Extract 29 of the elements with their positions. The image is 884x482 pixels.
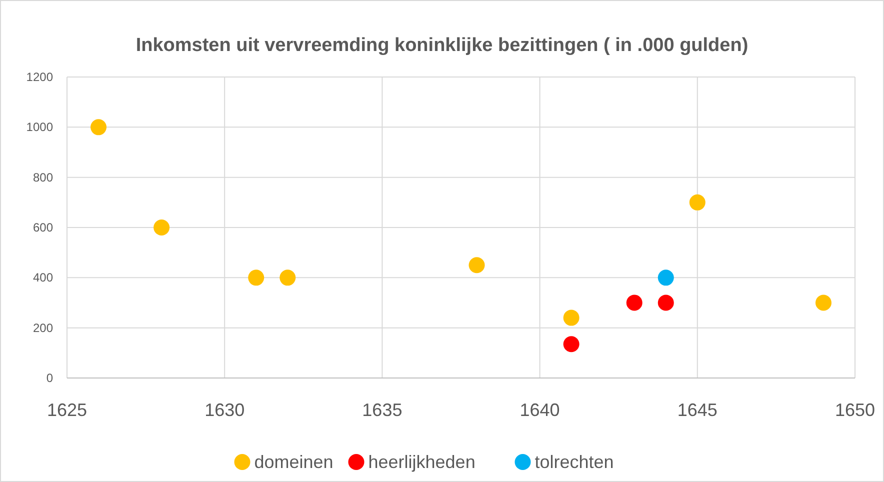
- y-tick-label: 1200: [26, 70, 54, 84]
- chart-title: Inkomsten uit vervreemding koninklijke bezittingen ( in .000 gulden): [136, 35, 748, 56]
- y-tick-label: 400: [32, 270, 54, 285]
- point: [280, 270, 296, 286]
- y-tick-label: 800: [32, 170, 54, 184]
- x-tick-label: 1645: [677, 400, 718, 420]
- x-tick-label: 1625: [46, 400, 88, 420]
- point: [563, 336, 580, 352]
- y-tick-label: 600: [32, 220, 54, 234]
- x-tick-label: 1635: [362, 400, 402, 420]
- legend-label: heerlijkheden: [368, 452, 476, 472]
- point: [689, 194, 706, 210]
- legend-label: domeinen: [254, 452, 334, 472]
- y-tick-label: 0: [46, 371, 54, 385]
- y-tick-label: 1000: [26, 120, 54, 134]
- point: [815, 294, 832, 311]
- point: [468, 257, 485, 274]
- point: [154, 220, 170, 236]
- point: [563, 310, 580, 326]
- point: [248, 270, 264, 286]
- point: [626, 294, 642, 311]
- x-tick-label: 1640: [520, 400, 560, 420]
- point: [658, 270, 674, 286]
- y-tick-label: 200: [32, 320, 54, 335]
- x-tick-label: 1650: [834, 400, 876, 420]
- x-tick-label: 1630: [204, 400, 245, 420]
- point: [90, 119, 107, 136]
- legend-label: tolrechten: [534, 452, 614, 472]
- point: [658, 294, 674, 311]
